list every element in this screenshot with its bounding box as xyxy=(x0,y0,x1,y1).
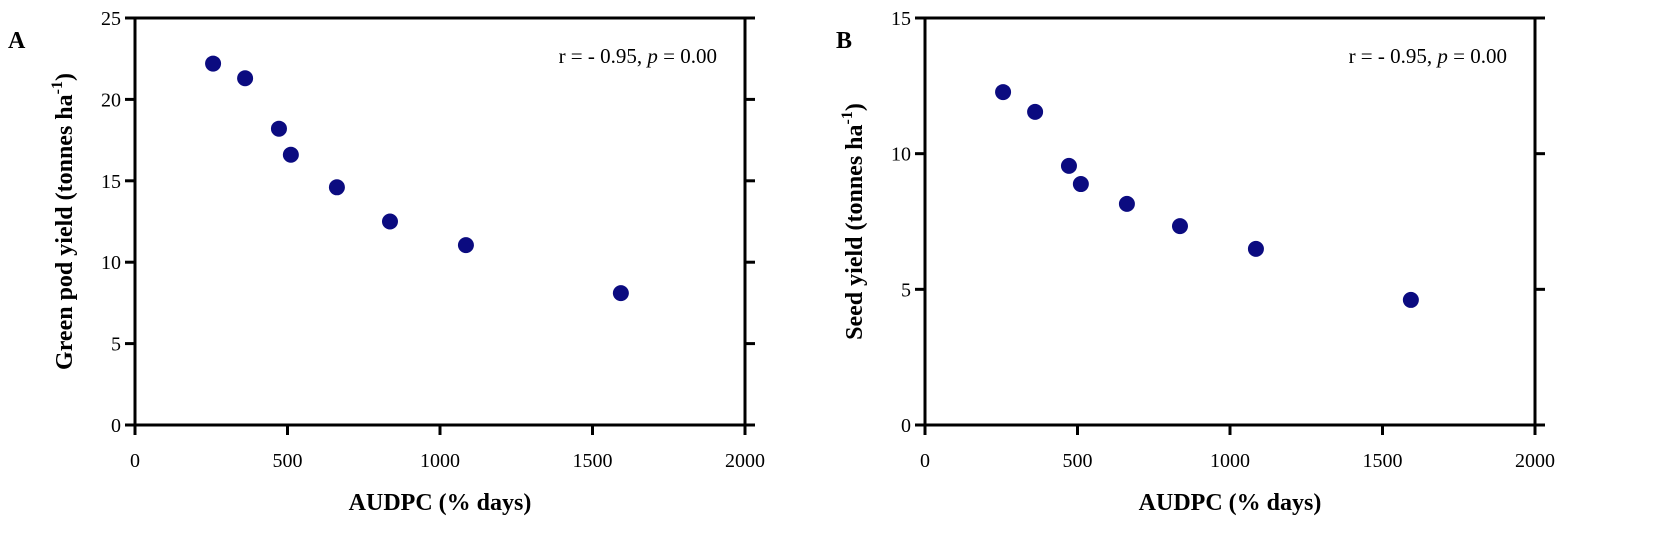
y-tick-label: 5 xyxy=(901,279,911,301)
y-axis-title: Seed yield (tonnes ha-1) xyxy=(839,103,868,340)
y-tick-label: 5 xyxy=(111,334,121,356)
y-title-sup: -1 xyxy=(839,111,856,124)
y-title-suffix: ) xyxy=(842,103,868,111)
annotation-suffix: = 0.00 xyxy=(1448,44,1507,68)
y-title-text: Green pod yield (tonnes ha xyxy=(52,94,78,370)
y-tick-label: 20 xyxy=(101,89,121,111)
point xyxy=(381,213,398,230)
x-axis-title: AUDPC (% days) xyxy=(1139,490,1322,516)
point xyxy=(328,179,345,196)
point xyxy=(457,237,474,254)
point xyxy=(237,70,254,87)
y-tick-label: 15 xyxy=(891,8,911,30)
panel-label: A xyxy=(8,28,26,54)
point xyxy=(1171,218,1188,235)
y-tick-label: 10 xyxy=(101,252,121,274)
y-title-sup: -1 xyxy=(49,81,66,94)
x-axis-title: AUDPC (% days) xyxy=(349,490,532,516)
annotation: r = - 0.95, p = 0.00 xyxy=(559,44,717,68)
point xyxy=(205,55,222,72)
x-tick-label: 2000 xyxy=(1515,450,1555,472)
annotation-text: r = - 0.95, xyxy=(1349,44,1438,68)
y-tick-label: 0 xyxy=(111,415,121,437)
x-tick-label: 1000 xyxy=(420,450,460,472)
y-title-text: Seed yield (tonnes ha xyxy=(842,124,868,339)
x-tick-label: 0 xyxy=(130,450,140,472)
point xyxy=(1118,195,1135,212)
x-tick-label: 500 xyxy=(273,450,303,472)
y-tick-label: 15 xyxy=(101,171,121,193)
point xyxy=(1060,157,1077,174)
y-axis-title: Green pod yield (tonnes ha-1) xyxy=(49,73,78,370)
annotation-suffix: = 0.00 xyxy=(658,44,717,68)
x-tick-label: 500 xyxy=(1063,450,1093,472)
x-tick-label: 0 xyxy=(920,450,930,472)
x-tick-label: 1500 xyxy=(1363,450,1403,472)
point xyxy=(612,285,629,302)
chart-panel: 0 5 10 15 0 500 1000 1500 2000 AUDPC (% days) Seed… xyxy=(836,8,1555,516)
point xyxy=(1247,240,1264,257)
annotation: r = - 0.95, p = 0.00 xyxy=(1349,44,1507,68)
chart-panel: 0 5 10 15 20 25 0 500 1000 1500 2000 AUDPC (% days)… xyxy=(8,8,765,516)
annotation-italic: p xyxy=(645,44,658,68)
point xyxy=(1402,291,1419,308)
point xyxy=(282,146,299,163)
x-tick-label: 1000 xyxy=(1210,450,1250,472)
y-tick-label: 0 xyxy=(901,415,911,437)
point xyxy=(1072,176,1089,193)
x-tick-label: 1500 xyxy=(573,450,613,472)
point xyxy=(270,120,287,137)
y-title-suffix: ) xyxy=(52,73,78,81)
point xyxy=(1027,103,1044,120)
annotation-italic: p xyxy=(1435,44,1448,68)
y-tick-label: 10 xyxy=(891,144,911,166)
annotation-text: r = - 0.95, xyxy=(559,44,648,68)
panel-label: B xyxy=(836,28,852,54)
y-tick-label: 25 xyxy=(101,8,121,30)
x-tick-label: 2000 xyxy=(725,450,765,472)
point xyxy=(995,84,1012,101)
